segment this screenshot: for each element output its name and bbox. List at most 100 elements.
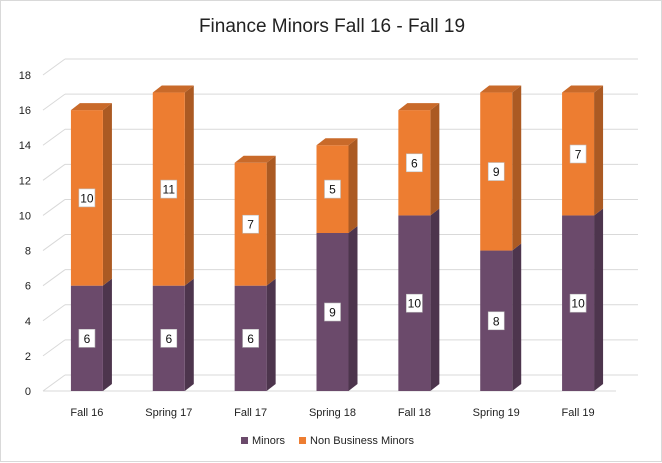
data-label: 10 — [78, 188, 96, 208]
data-label: 11 — [160, 179, 178, 199]
bar-stack — [234, 155, 276, 391]
data-label-box — [406, 293, 423, 313]
data-label-box — [78, 188, 96, 208]
legend: Minors Non Business Minors — [241, 435, 414, 447]
y-tick-label: 2 — [25, 351, 31, 363]
data-label: 7 — [242, 214, 259, 234]
y-tick-label: 0 — [25, 386, 31, 398]
data-label-box — [406, 153, 423, 173]
data-label: 5 — [324, 179, 341, 199]
bar-side-non-business-minors — [512, 85, 522, 251]
bar-side-non-business-minors — [102, 103, 112, 286]
bar-side-minors — [102, 278, 112, 391]
data-label-box — [569, 293, 587, 313]
y-tick-label: 12 — [19, 175, 31, 187]
data-label-text: 6 — [411, 156, 418, 170]
data-label: 6 — [406, 153, 423, 173]
gridline-depth — [42, 304, 66, 322]
data-label-box — [487, 162, 505, 181]
bar-stack — [562, 85, 604, 391]
bar-side-minors — [430, 208, 440, 391]
data-label-text: 11 — [163, 183, 176, 197]
data-label-text: 8 — [493, 314, 500, 328]
bar-top — [70, 103, 112, 111]
data-label-text: 5 — [329, 183, 336, 197]
legend-item: Non Business Minors — [299, 435, 414, 447]
legend-label: Minors — [252, 435, 286, 447]
legend-item: Minors — [241, 435, 286, 447]
y-tick-label: 18 — [19, 70, 31, 82]
gridline-depth — [42, 234, 66, 251]
data-label: 6 — [78, 329, 96, 348]
x-tick-label: Spring 19 — [473, 407, 520, 419]
data-label-text: 6 — [165, 332, 172, 346]
gridline-depth — [42, 128, 66, 146]
data-label-text: 10 — [80, 191, 94, 205]
data-labels: 6 10 6 11 6 7 9 5 10 6 8 9 10 7 — [78, 144, 587, 348]
bar-side-minors — [266, 278, 276, 391]
gridline-depth — [42, 93, 66, 111]
bar-side-minors — [184, 278, 194, 391]
data-label-text: 10 — [571, 297, 585, 311]
data-label-box — [242, 214, 259, 234]
bar-side-non-business-minors — [594, 85, 604, 216]
bar-side-minors — [348, 226, 358, 391]
gridline-depth — [42, 269, 66, 287]
y-tick-label: 6 — [25, 281, 31, 293]
data-label-text: 7 — [247, 218, 254, 232]
gridline-depth — [42, 339, 66, 357]
bars — [70, 85, 604, 391]
legend-label: Non Business Minors — [310, 435, 414, 447]
data-label-box — [78, 329, 96, 348]
data-label-box — [160, 179, 178, 199]
chart-title: Finance Minors Fall 16 - Fall 19 — [199, 16, 465, 37]
bar-side-non-business-minors — [266, 155, 276, 286]
bar-top — [398, 103, 440, 111]
x-tick-label: Spring 18 — [309, 407, 356, 419]
data-label-text: 6 — [84, 332, 91, 346]
bar-side-non-business-minors — [348, 138, 358, 233]
data-label-box — [487, 311, 505, 331]
bar-stack — [398, 103, 440, 391]
y-tick-label: 10 — [19, 210, 31, 222]
gridline-depth — [42, 199, 66, 216]
x-axis-labels: Fall 16 Spring 17 Fall 17 Spring 18 Fall 18 S… — [70, 407, 594, 419]
data-label: 6 — [160, 329, 178, 348]
data-label-text: 9 — [329, 306, 336, 320]
gridline-depth — [42, 58, 66, 76]
data-label: 9 — [487, 162, 505, 181]
bar-top — [562, 85, 604, 93]
data-label: 10 — [569, 293, 587, 313]
data-label: 7 — [569, 144, 587, 164]
bar-side-minors — [594, 208, 604, 391]
bar-top — [316, 138, 358, 146]
bar-top — [480, 85, 522, 93]
data-label-box — [569, 144, 587, 164]
x-tick-label: Fall 18 — [398, 407, 431, 419]
data-label-box — [160, 329, 178, 348]
x-tick-label: Fall 19 — [562, 407, 595, 419]
data-label-text: 7 — [575, 148, 582, 162]
data-label: 10 — [406, 293, 423, 313]
bar-side-minors — [512, 243, 522, 391]
data-label-text: 10 — [408, 297, 422, 311]
y-tick-label: 8 — [25, 246, 31, 258]
data-label: 6 — [242, 329, 259, 348]
data-label-box — [242, 329, 259, 348]
y-tick-label: 14 — [19, 140, 31, 152]
data-label-text: 9 — [493, 165, 500, 179]
bar-top — [152, 85, 194, 93]
bar-stack — [480, 85, 522, 391]
bar-stack — [70, 103, 112, 391]
y-tick-label: 4 — [25, 316, 31, 328]
bar-stack — [316, 138, 358, 391]
legend-swatch — [241, 437, 248, 444]
bar-side-non-business-minors — [430, 103, 440, 216]
x-tick-label: Fall 17 — [234, 407, 267, 419]
data-label: 8 — [487, 311, 505, 331]
gridline-depth — [42, 374, 66, 392]
y-axis-ticks: 0 2 4 6 8 10 12 14 16 18 — [19, 70, 31, 398]
data-label-text: 6 — [247, 332, 254, 346]
data-label: 9 — [324, 302, 341, 322]
